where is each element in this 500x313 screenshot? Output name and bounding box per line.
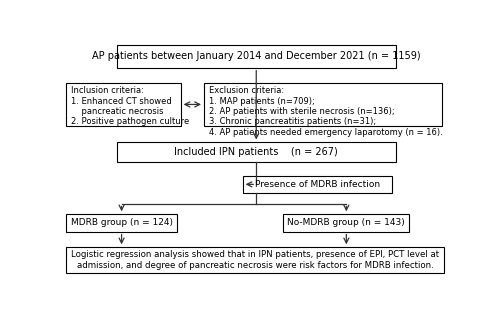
Text: Included IPN patients    (n = 267): Included IPN patients (n = 267)	[174, 147, 338, 157]
FancyBboxPatch shape	[66, 214, 177, 232]
Text: No-MDRB group (n = 143): No-MDRB group (n = 143)	[288, 218, 405, 228]
FancyBboxPatch shape	[242, 176, 392, 193]
Text: Logistic regression analysis showed that in IPN patients, presence of EPI, PCT l: Logistic regression analysis showed that…	[71, 250, 440, 269]
Text: Exclusion criteria:
1. MAP patients (n=709);
2. AP patients with sterile necrosi: Exclusion criteria: 1. MAP patients (n=7…	[208, 86, 442, 137]
Text: Inclusion criteria:
1. Enhanced CT showed
    pancreatic necrosis
2. Positive pa: Inclusion criteria: 1. Enhanced CT showe…	[71, 86, 190, 126]
FancyBboxPatch shape	[66, 83, 180, 126]
FancyBboxPatch shape	[284, 214, 410, 232]
Text: AP patients between January 2014 and December 2021 (n = 1159): AP patients between January 2014 and Dec…	[92, 51, 420, 61]
Text: MDRB group (n = 124): MDRB group (n = 124)	[70, 218, 172, 228]
Text: Presence of MDRB infection: Presence of MDRB infection	[254, 180, 380, 189]
FancyBboxPatch shape	[117, 45, 396, 68]
FancyBboxPatch shape	[66, 247, 444, 273]
FancyBboxPatch shape	[204, 83, 442, 126]
FancyBboxPatch shape	[117, 142, 396, 162]
